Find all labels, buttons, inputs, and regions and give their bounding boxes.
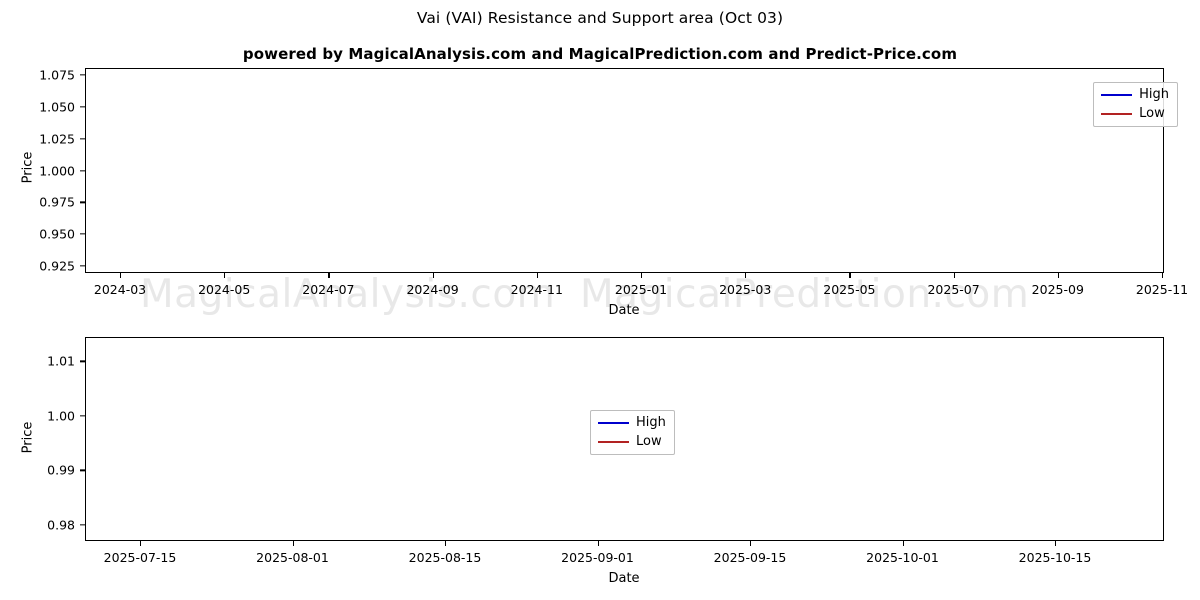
y-tick-label: 1.025 (39, 131, 75, 147)
overview-y-axis-title: Price (20, 151, 36, 184)
y-tick-label: 0.925 (39, 258, 75, 274)
zoom-chart-panel: 0.98 0.99 1.00 1.01 2025-07-15 2025-08-01 202… (47, 337, 1164, 565)
y-tick-label: 0.950 (39, 226, 75, 242)
x-tick-label: 2025-08-01 (256, 550, 329, 565)
x-tick-label: 2025-05 (823, 282, 876, 297)
x-tick-label: 2025-10-01 (866, 550, 939, 565)
x-tick-label: 2025-09 (1031, 282, 1084, 297)
x-tick-label: 2025-08-15 (408, 550, 482, 565)
y-tick-mark (80, 360, 85, 363)
x-tick-label: 2025-09-15 (713, 550, 787, 565)
y-tick-mark (80, 169, 85, 172)
x-tick-label: 2025-09-01 (561, 550, 634, 565)
legend-entry-high: High (1101, 87, 1169, 102)
x-tick-mark (140, 541, 142, 546)
x-tick-label: 2024-07 (302, 282, 355, 297)
x-tick-mark (641, 273, 643, 278)
x-tick-mark (1057, 273, 1060, 278)
zoom-x-axis-title: Date (608, 571, 640, 586)
y-tick-label: 1.00 (47, 408, 75, 424)
x-tick-mark (1055, 541, 1057, 546)
y-tick-mark (80, 201, 85, 203)
legend-entry-low: Low (1101, 106, 1169, 121)
y-tick-mark (80, 74, 85, 76)
y-tick-mark (80, 233, 85, 235)
page-subtitle: powered by MagicalAnalysis.com and Magic… (242, 45, 958, 63)
y-tick-label: 1.000 (39, 163, 75, 178)
x-tick-mark (902, 541, 904, 546)
legend-label-high: High (1139, 87, 1169, 102)
x-tick-label: 2024-05 (198, 282, 251, 297)
y-tick-mark (80, 415, 85, 417)
x-tick-label: 2024-11 (510, 282, 563, 297)
x-tick-label: 2024-09 (406, 282, 459, 297)
x-tick-label: 2025-01 (614, 282, 668, 297)
x-tick-mark (1162, 273, 1164, 278)
legend-swatch-high (598, 421, 629, 424)
x-tick-label: 2025-11 (1135, 282, 1189, 297)
overview-chart-panel: 0.925 0.950 0.975 1.000 1.025 1.050 1.075 2024… (39, 68, 1188, 298)
legend-entry-low: Low (598, 434, 666, 449)
y-tick-label: 0.98 (47, 517, 75, 533)
x-tick-mark (849, 273, 851, 278)
legend-label-low: Low (1139, 106, 1165, 121)
x-tick-label: 2025-03 (719, 282, 772, 297)
x-tick-mark (224, 273, 226, 278)
y-tick-mark (80, 106, 85, 108)
zoom-legend[interactable]: High Low (590, 410, 675, 455)
legend-swatch-high (1101, 93, 1133, 96)
x-tick-mark (536, 273, 539, 278)
x-tick-label: 2025-07 (927, 282, 980, 297)
x-tick-mark (745, 273, 747, 278)
page-title: Vai (VAI) Resistance and Support area (O… (416, 9, 784, 27)
legend-swatch-low (598, 440, 629, 443)
y-tick-label: 1.01 (47, 353, 75, 369)
x-tick-mark (750, 541, 752, 546)
x-tick-mark (445, 541, 447, 546)
x-tick-label: 2025-10-15 (1018, 550, 1092, 565)
legend-label-high: High (636, 415, 666, 430)
y-tick-label: 0.975 (39, 194, 75, 210)
x-tick-mark (597, 541, 599, 546)
y-tick-mark (80, 138, 85, 140)
x-tick-mark (328, 273, 330, 278)
overview-legend[interactable]: High Low (1093, 82, 1178, 127)
overview-axes-frame (85, 68, 1164, 273)
x-tick-mark (120, 273, 122, 278)
legend-entry-high: High (598, 415, 666, 430)
x-tick-mark (432, 273, 434, 278)
y-tick-mark (80, 524, 85, 526)
x-tick-mark (292, 541, 294, 546)
legend-swatch-low (1101, 112, 1133, 115)
y-tick-label: 0.99 (47, 462, 75, 478)
x-tick-label: 2025-07-15 (103, 550, 177, 565)
y-tick-mark (80, 469, 85, 471)
x-tick-label: 2024-03 (93, 282, 147, 297)
y-tick-label: 1.075 (39, 67, 75, 83)
x-tick-mark (953, 273, 955, 278)
y-tick-label: 1.050 (39, 99, 75, 115)
y-tick-mark (80, 265, 85, 267)
legend-label-low: Low (636, 434, 662, 449)
overview-x-axis-title: Date (608, 303, 640, 318)
zoom-y-axis-title: Price (20, 421, 36, 454)
